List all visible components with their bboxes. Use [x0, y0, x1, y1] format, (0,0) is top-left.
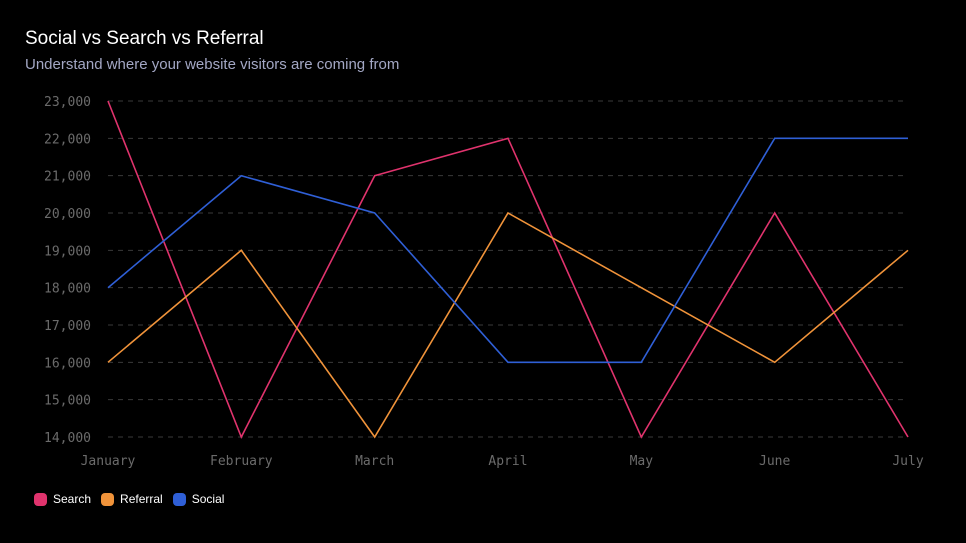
y-tick-label: 20,000: [44, 207, 91, 222]
y-tick-label: 21,000: [44, 170, 91, 185]
series-line-search: [107, 100, 909, 439]
legend-label: Search: [53, 492, 92, 506]
x-tick-label: April: [488, 454, 527, 469]
x-tick-label: May: [630, 454, 654, 469]
legend-item-referral[interactable]: Referral: [101, 492, 163, 506]
x-tick-label: July: [892, 454, 923, 469]
series-lines: [107, 100, 909, 439]
x-tick-label: January: [81, 454, 136, 469]
series-line-referral: [107, 211, 909, 439]
y-tick-label: 18,000: [44, 282, 91, 297]
series-line-social: [107, 137, 908, 364]
legend-item-search[interactable]: Search: [34, 492, 91, 506]
y-tick-label: 16,000: [44, 356, 91, 371]
legend-item-social[interactable]: Social: [172, 492, 225, 506]
x-tick-label: March: [355, 454, 394, 469]
y-tick-label: 22,000: [44, 132, 91, 147]
x-axis-ticks: January February March April May June July: [81, 454, 924, 469]
legend-label: Referral: [120, 492, 163, 506]
y-tick-label: 17,000: [44, 319, 91, 334]
x-tick-label: June: [759, 454, 790, 469]
y-axis-ticks: 14,000 15,000 16,000 17,000 18,000 19,000 20,0…: [44, 95, 91, 446]
legend-swatch: [172, 492, 186, 506]
chart-subtitle: Understand where your website visitors a…: [25, 56, 400, 73]
x-tick-label: February: [210, 454, 273, 469]
y-tick-label: 23,000: [44, 95, 91, 110]
legend-swatch: [101, 492, 115, 506]
legend-label: Social: [191, 492, 225, 506]
legend-swatch: [34, 492, 47, 506]
y-tick-label: 15,000: [44, 394, 91, 409]
chart-legend: Search Referral Social: [34, 492, 234, 506]
grid-lines: [108, 100, 908, 438]
chart-title: Social vs Search vs Referral: [25, 28, 264, 49]
y-tick-label: 14,000: [44, 431, 91, 446]
y-tick-label: 19,000: [44, 244, 91, 259]
